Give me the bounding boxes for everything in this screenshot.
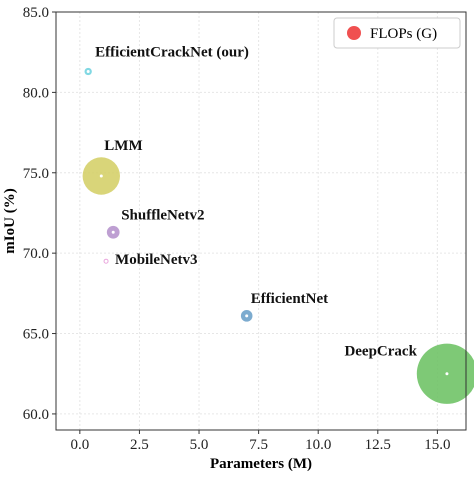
- x-tick-label: 5.0: [190, 437, 209, 453]
- point-label: EfficientNet: [251, 291, 328, 307]
- bubble-center-dot: [245, 314, 249, 318]
- x-tick-label: 2.5: [130, 437, 149, 453]
- legend-box: [333, 17, 461, 49]
- legend-label: FLOPs (G): [370, 26, 437, 42]
- y-tick-label: 85.0: [23, 5, 49, 21]
- point-label: LMM: [104, 138, 142, 154]
- ticks-layer: 0.0 2.5 5.0 7.5 10.0 12.5 15.0 60.0 65.0 70.0 75.0…: [23, 5, 451, 453]
- y-tick-label: 80.0: [23, 85, 49, 101]
- y-tick-label: 70.0: [23, 246, 49, 262]
- points-layer: [82, 67, 474, 404]
- y-tick-label: 60.0: [23, 407, 49, 423]
- bubble-center-dot: [99, 174, 103, 178]
- x-tick-label: 10.0: [305, 437, 331, 453]
- y-tick-label: 75.0: [23, 166, 49, 182]
- bubble-center-dot: [445, 372, 449, 376]
- legend-marker: [347, 26, 361, 40]
- point-labels-layer: EfficientCrackNet (our) LMM ShuffleNetv2 Mo…: [95, 44, 417, 359]
- x-tick-label: 12.5: [365, 437, 391, 453]
- x-tick-label: 0.0: [70, 437, 89, 453]
- y-axis-label: mIoU (%): [2, 188, 18, 253]
- point-label: MobileNetv3: [115, 252, 197, 268]
- x-tick-label: 15.0: [424, 437, 450, 453]
- plot-frame: [55, 11, 467, 431]
- bubble-point: [416, 343, 474, 404]
- x-tick-label: 7.5: [249, 437, 268, 453]
- x-axis-label: Parameters (M): [210, 456, 312, 472]
- legend: FLOPs (G): [333, 17, 461, 49]
- point-label: DeepCrack: [344, 344, 417, 360]
- bubble-center-dot: [86, 69, 90, 73]
- bubble-center-dot: [111, 230, 115, 234]
- y-tick-label: 65.0: [23, 327, 49, 343]
- point-label: ShuffleNetv2: [121, 207, 204, 223]
- point-label: EfficientCrackNet (our): [95, 44, 249, 60]
- bubble-center-dot: [104, 259, 108, 263]
